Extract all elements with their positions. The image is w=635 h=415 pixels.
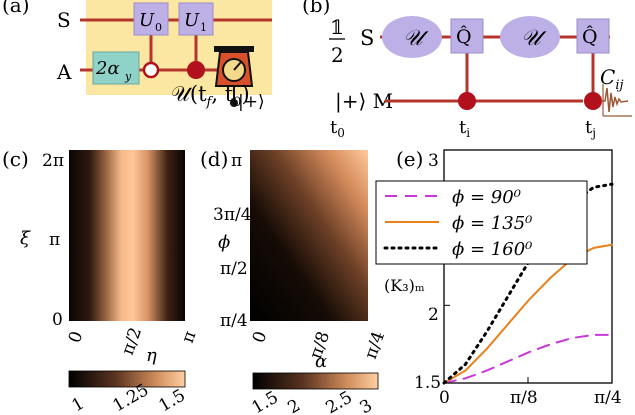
panel-c: (c) 2π π 0 ξ 0 π/2 π η 1 1.25 1.5: [2, 147, 201, 415]
evolution-gate-1: [382, 16, 442, 58]
panel-e-label: (e): [396, 147, 423, 171]
panel-d-xtick-pi4: π/4: [361, 329, 389, 362]
signal-trace-icon: [601, 87, 629, 113]
panel-a-label: (a): [2, 0, 30, 17]
q-gate-1: [450, 18, 484, 54]
panel-c-xtick-0: 0: [65, 329, 87, 346]
rotation-gate-label: 2α: [95, 58, 120, 79]
q-gate-1-label: Q̂: [456, 26, 472, 48]
panel-a: (a) S A 2α y U 0 U 1 𝒰(tf, t0) |+⟩: [2, 0, 272, 112]
colorbar-c-tick-1: 1: [69, 394, 88, 415]
rotation-gate-sub: y: [124, 70, 132, 83]
gate-u1-label: U: [184, 10, 200, 31]
gate-u1: [178, 2, 214, 36]
panel-c-ylabel: ξ: [20, 228, 31, 249]
heatmap-c: [69, 150, 185, 321]
wire-s-label-b: S: [360, 26, 374, 50]
panel-d-xlabel: α: [315, 351, 327, 372]
panel-c-label: (c): [2, 147, 29, 171]
panel-e-xtick-pi8: π/8: [510, 388, 538, 408]
panel-d-ytick-pi: π: [231, 151, 242, 171]
series-line-1: [443, 243, 613, 384]
filled-control-dot: [187, 61, 205, 79]
time-tj-label: tj: [585, 117, 596, 140]
prefactor-denominator: 2: [331, 43, 344, 67]
panel-b: (b) 𝟙 2 S |+⟩ M 𝒰 Q̂ 𝒰 Q̂ Cij t0 ti tj: [302, 0, 632, 140]
panel-e-ylabel: (K₃)ₘ: [384, 276, 425, 295]
gate-u0-label: U: [139, 10, 155, 31]
gate-u0-sub: 0: [155, 21, 162, 34]
panel-c-xlabel: η: [146, 345, 157, 366]
rotation-gate: [92, 51, 140, 85]
panel-b-label: (b): [302, 0, 330, 17]
panel-d-ytick-pi2: π/2: [220, 259, 248, 279]
panel-e-xtick-pi4: π/4: [594, 388, 622, 408]
series-line-0: [443, 333, 613, 384]
panel-c-ytick-2pi: 2π: [42, 151, 64, 171]
wire-m-label: |+⟩ M: [335, 89, 393, 114]
q-gate-2: [576, 18, 610, 54]
panel-c-xtick-pi: π: [178, 328, 201, 345]
colorbar-c-tick-3: 1.5: [156, 385, 189, 415]
legend-text-160: ϕ = 160⁰: [452, 239, 532, 260]
panel-d-ytick-pi4: π/4: [220, 311, 248, 331]
prefactor-numerator: 𝟙: [330, 15, 344, 39]
colorbar-d: [252, 372, 379, 390]
open-control-dot: [142, 61, 160, 79]
coupling-dot-j: [584, 92, 602, 110]
panel-e-ytick-1-5: 1.5: [414, 373, 441, 393]
colorbar-d-tick-2: 2: [285, 396, 304, 415]
gate-u0: [133, 2, 169, 36]
evolution-gate-2: [500, 16, 560, 58]
colorbar-d-tick-4: 3: [357, 396, 376, 415]
panel-d-ytick-3pi4: 3π/4: [213, 205, 252, 225]
wire-s-label: S: [57, 8, 71, 32]
time-ti-label: ti: [459, 117, 470, 140]
reset-state-label: |+⟩: [238, 92, 265, 112]
panel-c-ytick-0: 0: [52, 310, 63, 330]
panel-e-xtick-0: 0: [439, 388, 450, 408]
panel-c-ytick-pi: π: [49, 230, 60, 250]
legend-text-90: ϕ = 90⁰: [452, 187, 521, 208]
panel-c-xtick-pi2: π/2: [118, 325, 146, 358]
coupling-dot-i: [458, 92, 476, 110]
colorbar-d-tick-1: 1.5: [249, 387, 282, 415]
panel-d-label: (d): [200, 147, 228, 171]
panel-d-ylabel: ϕ: [218, 232, 230, 253]
legend-text-135: ϕ = 135⁰: [452, 213, 532, 234]
gate-u1-sub: 1: [200, 21, 207, 34]
colorbar-c: [68, 370, 186, 388]
measurement-meter-icon: [214, 46, 254, 107]
panel-e-ytick-3: 3: [428, 151, 439, 171]
heatmap-d: [250, 150, 368, 321]
panel-d: (d) π 3π/4 π/2 π/4 ϕ 0 π/8 π/4 α 1.5 2 2…: [200, 147, 389, 415]
correlator-label: Cij: [600, 65, 624, 93]
evolution-label: 𝒰(tf, t0): [171, 82, 250, 110]
panel-e-ytick-2: 2: [428, 305, 439, 325]
panel-e: (e) 3 2 1.5 (K₃)ₘ 0 π/8 π/4 ϕ = 90⁰ ϕ = …: [375, 147, 622, 408]
wire-a-label: A: [56, 60, 72, 84]
colorbar-d-tick-3: 2.5: [323, 387, 356, 415]
time-t0-label: t0: [330, 117, 345, 140]
panel-d-xtick-0: 0: [249, 329, 271, 346]
q-gate-2-label: Q̂: [582, 26, 598, 48]
